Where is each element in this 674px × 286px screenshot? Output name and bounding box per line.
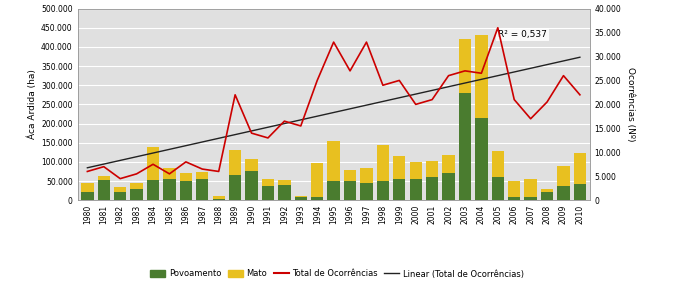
Bar	[328, 141, 340, 181]
Bar	[196, 179, 208, 200]
Bar	[524, 179, 537, 197]
Bar	[410, 179, 422, 200]
Bar	[278, 185, 290, 200]
Bar	[311, 197, 324, 200]
Bar	[196, 172, 208, 179]
Bar	[508, 197, 520, 200]
Bar	[114, 192, 126, 200]
Bar	[147, 180, 159, 200]
Y-axis label: Áca Ardida (ha): Áca Ardida (ha)	[28, 69, 37, 139]
Bar	[541, 192, 553, 200]
Bar	[491, 151, 504, 177]
Bar	[98, 176, 110, 180]
Bar	[508, 181, 520, 197]
Bar	[81, 183, 94, 192]
Bar	[81, 192, 94, 200]
Bar	[212, 196, 225, 199]
Bar	[278, 180, 290, 185]
Bar	[295, 197, 307, 200]
Bar	[163, 179, 176, 200]
Bar	[377, 181, 389, 200]
Bar	[459, 39, 471, 93]
Bar	[131, 182, 143, 189]
Bar	[229, 150, 241, 175]
Bar	[459, 93, 471, 200]
Bar	[524, 197, 537, 200]
Bar	[344, 170, 356, 181]
Bar	[426, 161, 438, 177]
Bar	[147, 146, 159, 180]
Bar	[491, 177, 504, 200]
Bar	[557, 186, 570, 200]
Bar	[377, 145, 389, 181]
Legend: Povoamento, Mato, Total de Ocorrências, Linear (Total de Ocorrências): Povoamento, Mato, Total de Ocorrências, …	[147, 266, 527, 282]
Bar	[328, 181, 340, 200]
Bar	[163, 168, 176, 179]
Bar	[262, 179, 274, 186]
Bar	[344, 181, 356, 200]
Bar	[262, 186, 274, 200]
Bar	[295, 196, 307, 197]
Bar	[131, 189, 143, 200]
Bar	[574, 184, 586, 200]
Bar	[557, 166, 570, 186]
Bar	[245, 159, 257, 171]
Bar	[229, 175, 241, 200]
Bar	[180, 173, 192, 181]
Bar	[541, 189, 553, 192]
Bar	[180, 181, 192, 200]
Bar	[574, 153, 586, 184]
Bar	[212, 199, 225, 200]
Bar	[393, 156, 406, 179]
Bar	[361, 183, 373, 200]
Bar	[475, 35, 487, 118]
Bar	[311, 163, 324, 197]
Bar	[245, 171, 257, 200]
Y-axis label: Ocorrências (Nº): Ocorrências (Nº)	[626, 67, 636, 142]
Bar	[114, 187, 126, 192]
Bar	[442, 155, 455, 173]
Bar	[361, 168, 373, 183]
Bar	[98, 180, 110, 200]
Bar	[410, 162, 422, 179]
Text: R² = 0,537: R² = 0,537	[498, 30, 547, 39]
Bar	[393, 179, 406, 200]
Bar	[442, 173, 455, 200]
Bar	[426, 177, 438, 200]
Bar	[475, 118, 487, 200]
